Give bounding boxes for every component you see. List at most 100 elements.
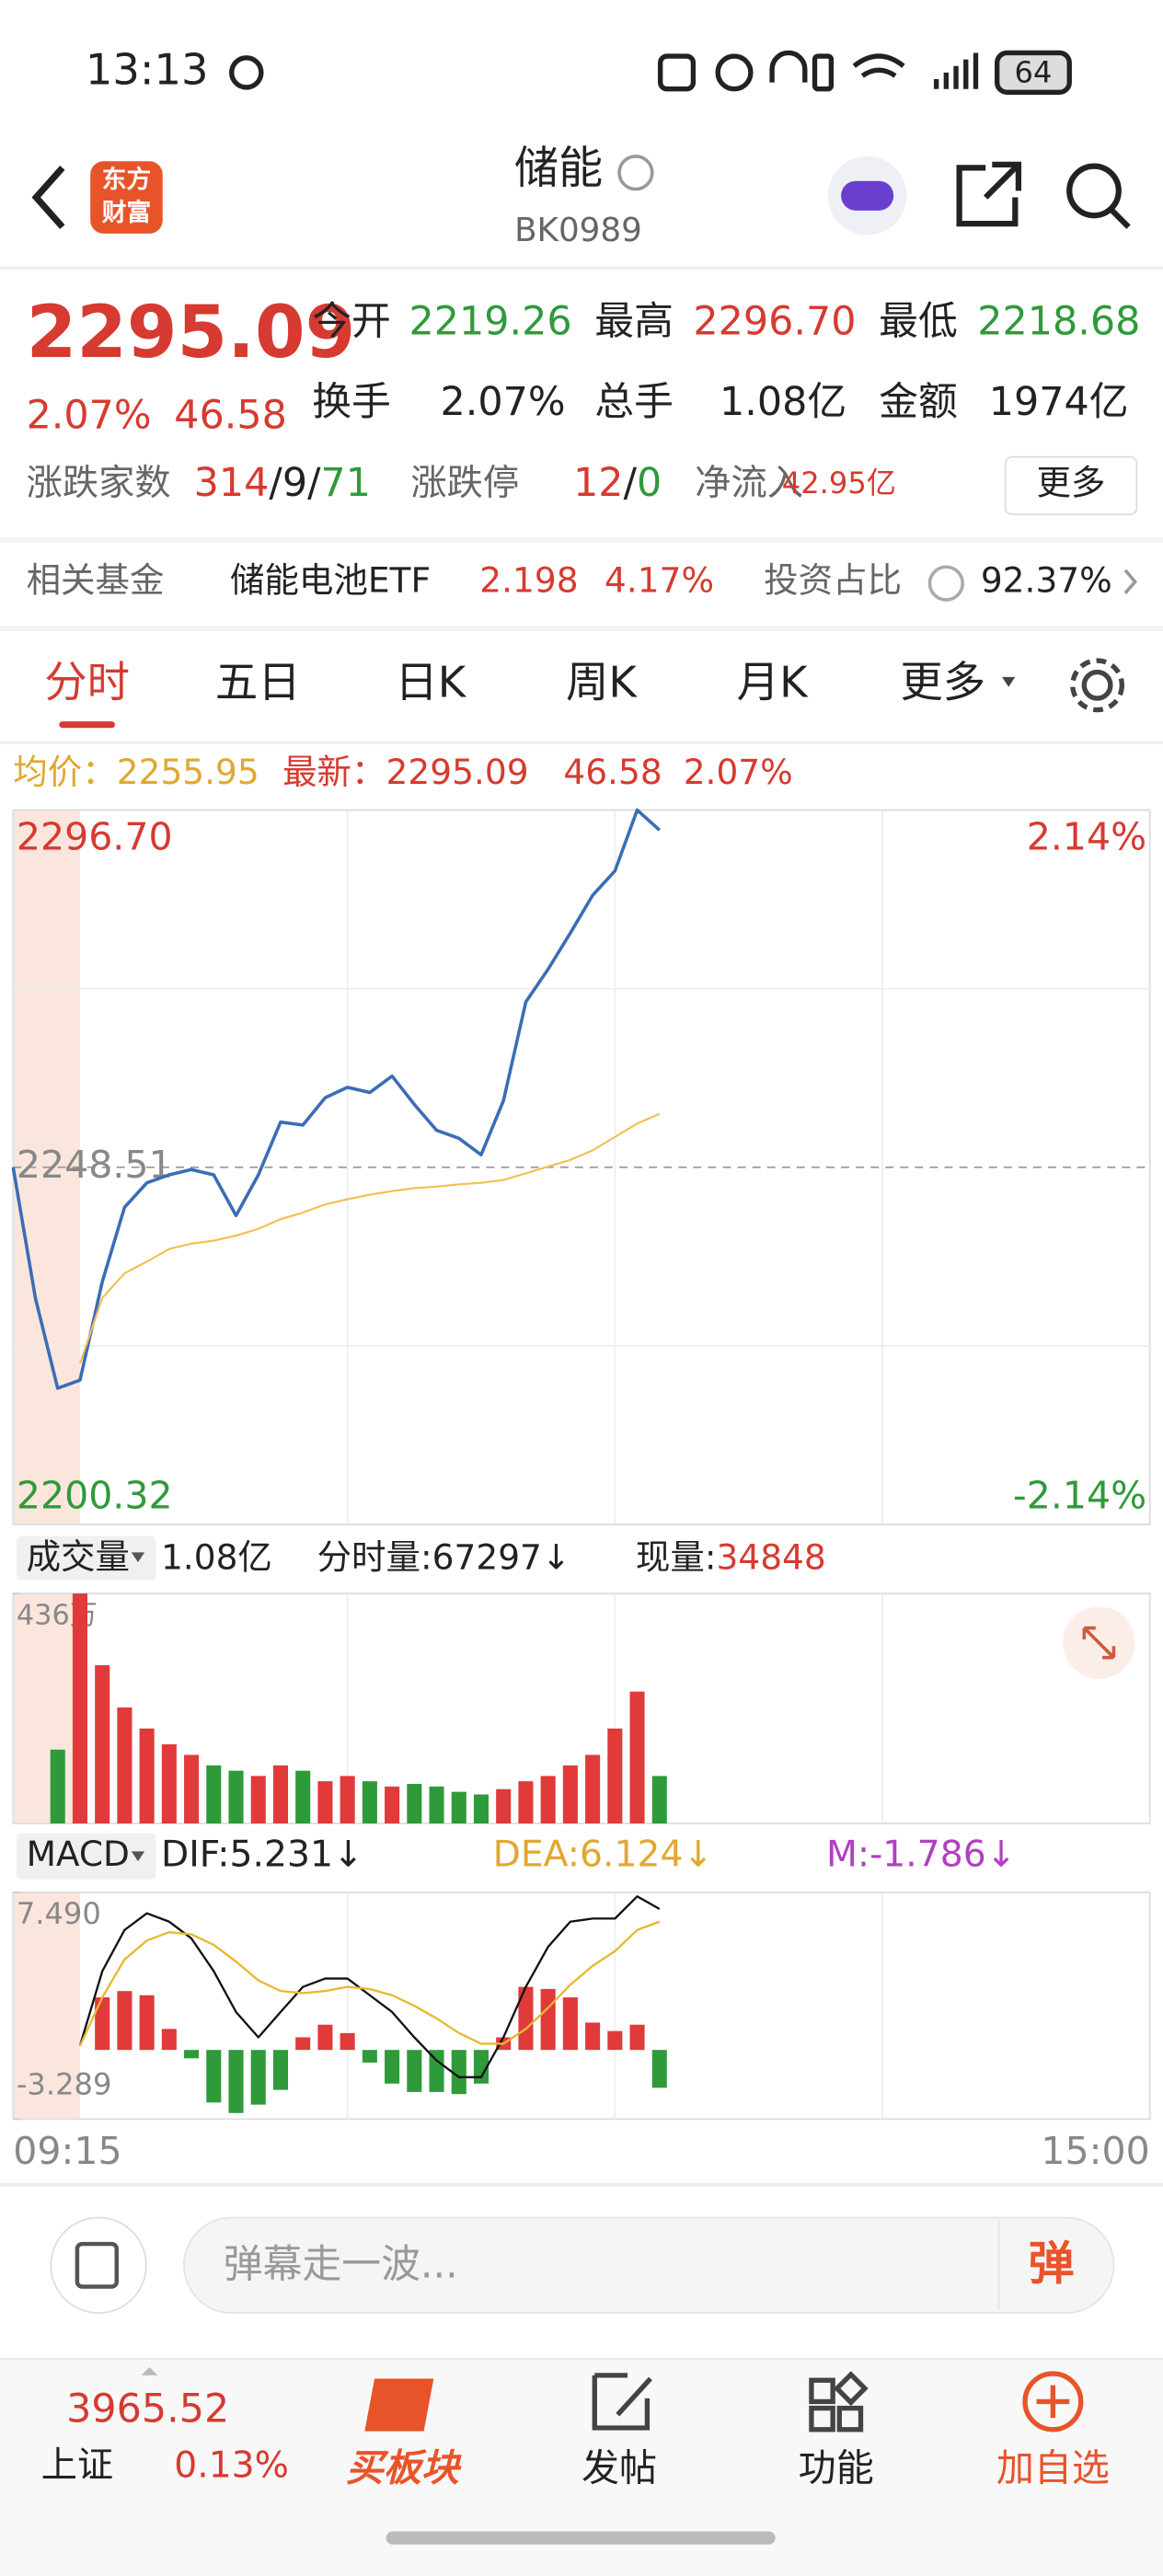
tab[interactable]: 更多	[900, 657, 985, 707]
y-tick-label: 7.490	[17, 1896, 101, 1931]
tab[interactable]: 日K	[395, 657, 466, 707]
tick-volume: 分时量:67297↓	[317, 1536, 571, 1577]
field-label: 总手	[594, 379, 674, 425]
change-percent: 2.07%	[684, 752, 793, 792]
status-icons	[658, 50, 1072, 95]
y2-tick-label: 2.14%	[1027, 815, 1146, 859]
tab[interactable]: 分时	[44, 657, 130, 707]
nav-icon	[364, 2378, 434, 2432]
info-icon[interactable]	[617, 155, 654, 191]
dropdown-caret	[131, 1552, 145, 1563]
tab[interactable]: 五日	[215, 657, 301, 707]
dea-value: DEA:6.124↓	[493, 1834, 714, 1875]
last-price: 2295.09	[27, 290, 356, 374]
volume-selector[interactable]	[16, 1535, 156, 1581]
danmaku-button[interactable]: 弹	[1029, 2237, 1075, 2291]
settings-button[interactable]	[1070, 658, 1125, 713]
volume-label: 成交量	[27, 1536, 130, 1577]
divider	[0, 626, 1163, 631]
y-tick-label: 2200.32	[17, 1474, 173, 1518]
home-indicator	[386, 2531, 776, 2545]
field-label: 今开	[312, 299, 391, 345]
nav-item[interactable]: 加自选	[996, 2445, 1110, 2490]
macd-bar	[540, 1988, 556, 2051]
volume-bar	[540, 1776, 556, 1824]
chart-frame	[12, 1593, 1151, 1824]
field-value: 2218.68	[977, 299, 1140, 345]
y-tick-label: 2296.70	[17, 815, 173, 859]
index-name[interactable]: 上证	[41, 2444, 114, 2486]
page-title: 储能	[514, 143, 603, 194]
comment-settings[interactable]	[50, 2216, 147, 2314]
ratio-value: 92.37%	[981, 559, 1112, 600]
comment-icon	[75, 2241, 119, 2289]
board-code: BK0989	[514, 212, 642, 249]
back-button[interactable]	[31, 166, 65, 230]
macd-bar	[473, 2050, 489, 2084]
field-value: 1974亿	[989, 379, 1129, 425]
volume-bar	[585, 1754, 601, 1824]
volume-bar	[50, 1749, 65, 1824]
last-value: 2295.09	[386, 752, 529, 792]
volume-total: 1.08亿	[161, 1536, 272, 1577]
change-amount: 46.58	[563, 752, 662, 792]
nav-item[interactable]: 发帖	[582, 2445, 657, 2490]
volume-bar	[206, 1765, 222, 1824]
nav-item[interactable]: 功能	[799, 2445, 874, 2490]
avg-label: 均价：	[13, 752, 116, 792]
y-tick-label: 2248.51	[17, 1143, 173, 1187]
search-button[interactable]	[1066, 163, 1131, 229]
nav-item[interactable]: 买板块	[346, 2445, 462, 2490]
down-count: 71	[321, 459, 372, 505]
macd-bar	[250, 2050, 266, 2105]
macd-bar	[295, 2037, 311, 2051]
limit-label: 涨跌停	[410, 462, 519, 503]
limit-up: 12	[573, 459, 624, 505]
share-button[interactable]	[956, 161, 1022, 227]
more-button[interactable]	[1004, 455, 1138, 516]
charts: 2200.322248.512296.70-2.14%2.14%436万-3.2…	[11, 808, 1151, 2173]
fund-row[interactable]: 相关基金 储能电池ETF 2.198 4.17% 投资占比 92.37%	[27, 559, 1112, 600]
macd-bar	[651, 2050, 667, 2088]
macd-bar	[206, 2050, 222, 2103]
dropdown-caret	[1002, 676, 1016, 687]
current-volume: 34848	[717, 1536, 826, 1577]
series-line	[78, 1920, 661, 2047]
macd-bar	[184, 2050, 200, 2059]
series-line	[78, 1112, 661, 1364]
change-amount: 46.58	[174, 392, 287, 438]
volume-header: 1.08亿 分时量:67297↓ 现量:34848	[161, 1536, 826, 1577]
macd-bar	[585, 2022, 601, 2051]
volume-bar	[607, 1728, 623, 1824]
logo[interactable]	[90, 161, 163, 234]
volume-bar	[184, 1754, 200, 1824]
index-value[interactable]: 3965.52	[66, 2386, 229, 2432]
divider	[0, 537, 1163, 543]
nav-icon	[592, 2373, 652, 2431]
macd-bar	[607, 2030, 623, 2051]
macd-bar	[340, 2032, 355, 2051]
volume-bar	[562, 1765, 578, 1824]
volume-bar	[161, 1744, 177, 1824]
comment-placeholder: 弹幕走一波...	[224, 2242, 458, 2288]
tab[interactable]: 周K	[566, 657, 638, 707]
up-count: 314	[194, 459, 270, 505]
volume-bar	[250, 1776, 266, 1824]
field-value: 2.07%	[440, 379, 565, 425]
inflow-label: 净流入	[695, 462, 803, 503]
macd-bar	[139, 1995, 155, 2051]
macd-bar	[228, 2050, 244, 2113]
tab[interactable]: 月K	[737, 657, 809, 707]
indicator-selector[interactable]	[16, 1833, 156, 1880]
flat-count: 9	[282, 459, 307, 505]
help-icon[interactable]	[927, 565, 964, 602]
index-change[interactable]: 0.13%	[174, 2444, 289, 2486]
caret	[141, 2366, 158, 2375]
last-label: 最新：	[282, 752, 386, 792]
field-label: 最高	[594, 299, 674, 345]
m-value: M:-1.786↓	[826, 1834, 1017, 1875]
comment-input[interactable]	[183, 2216, 1115, 2314]
macd-bar	[385, 2050, 400, 2084]
quote-fields: 今开 2219.26 最高 2296.70 最低 2218.68 换手 2.07…	[312, 299, 1140, 425]
